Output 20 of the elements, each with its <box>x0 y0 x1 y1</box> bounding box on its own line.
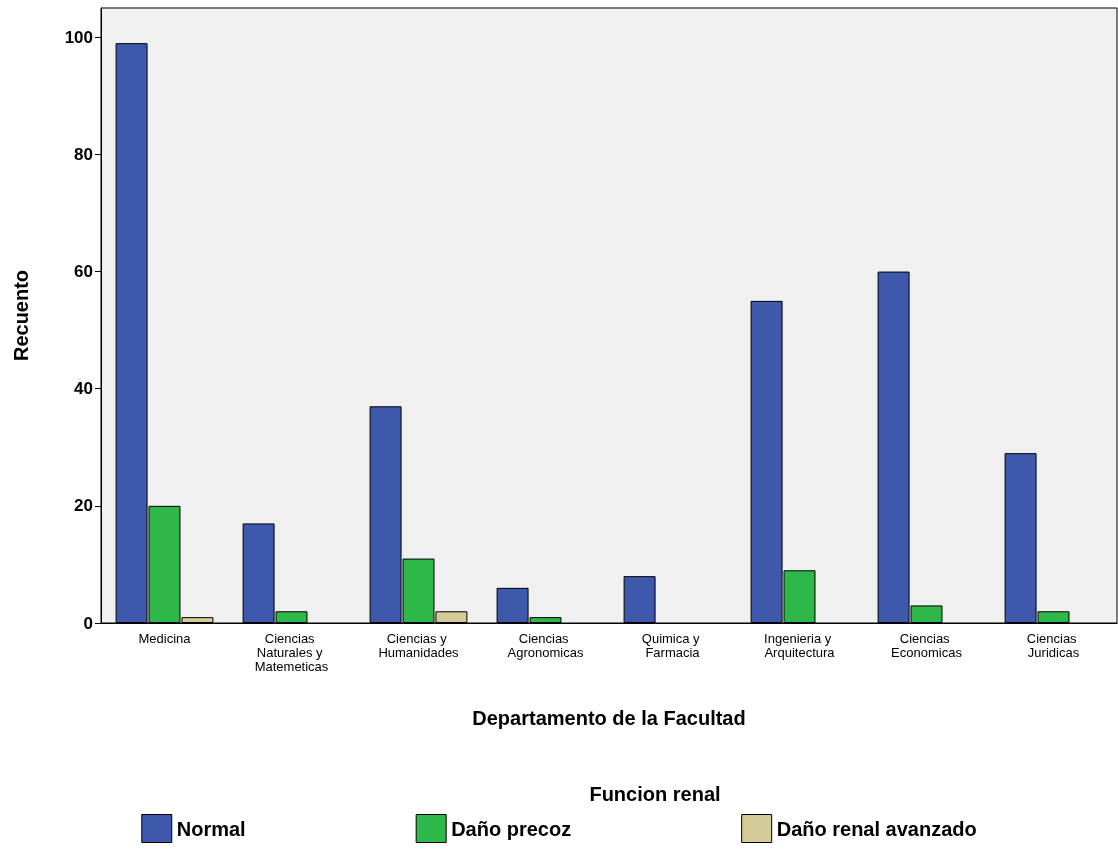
legend-label: Daño renal avanzado <box>776 817 977 840</box>
y-tick-label: 20 <box>74 496 93 516</box>
legend-label: Daño precoz <box>451 817 572 840</box>
x-tick-label: Ciencias Juridicas <box>1026 630 1081 660</box>
y-tick-label: 80 <box>74 144 93 164</box>
y-tick-label: 60 <box>74 262 93 282</box>
x-axis-title: Departamento de la Facultad <box>472 707 746 729</box>
x-tick-label: Ciencias Agronomicas <box>507 630 584 660</box>
x-tick-label: Ciencias Economicas <box>891 630 963 660</box>
legend-title: Funcion renal <box>589 783 721 805</box>
y-tick-label: 40 <box>74 379 93 399</box>
x-tick-label: Medicina <box>138 630 192 646</box>
x-tick-label: Ingenieria y Arquitectura <box>764 630 836 660</box>
y-tick-label: 0 <box>83 613 93 633</box>
y-tick-label: 100 <box>64 27 93 47</box>
x-tick-label: Quimica y Farmacia <box>641 630 704 660</box>
x-tick-label: Ciencias y Humanidades <box>378 630 460 660</box>
y-axis-title: Recuento <box>10 269 32 362</box>
x-tick-label: Ciencias Naturales y Matemeticas <box>254 630 329 674</box>
legend-label: Normal <box>176 817 246 840</box>
